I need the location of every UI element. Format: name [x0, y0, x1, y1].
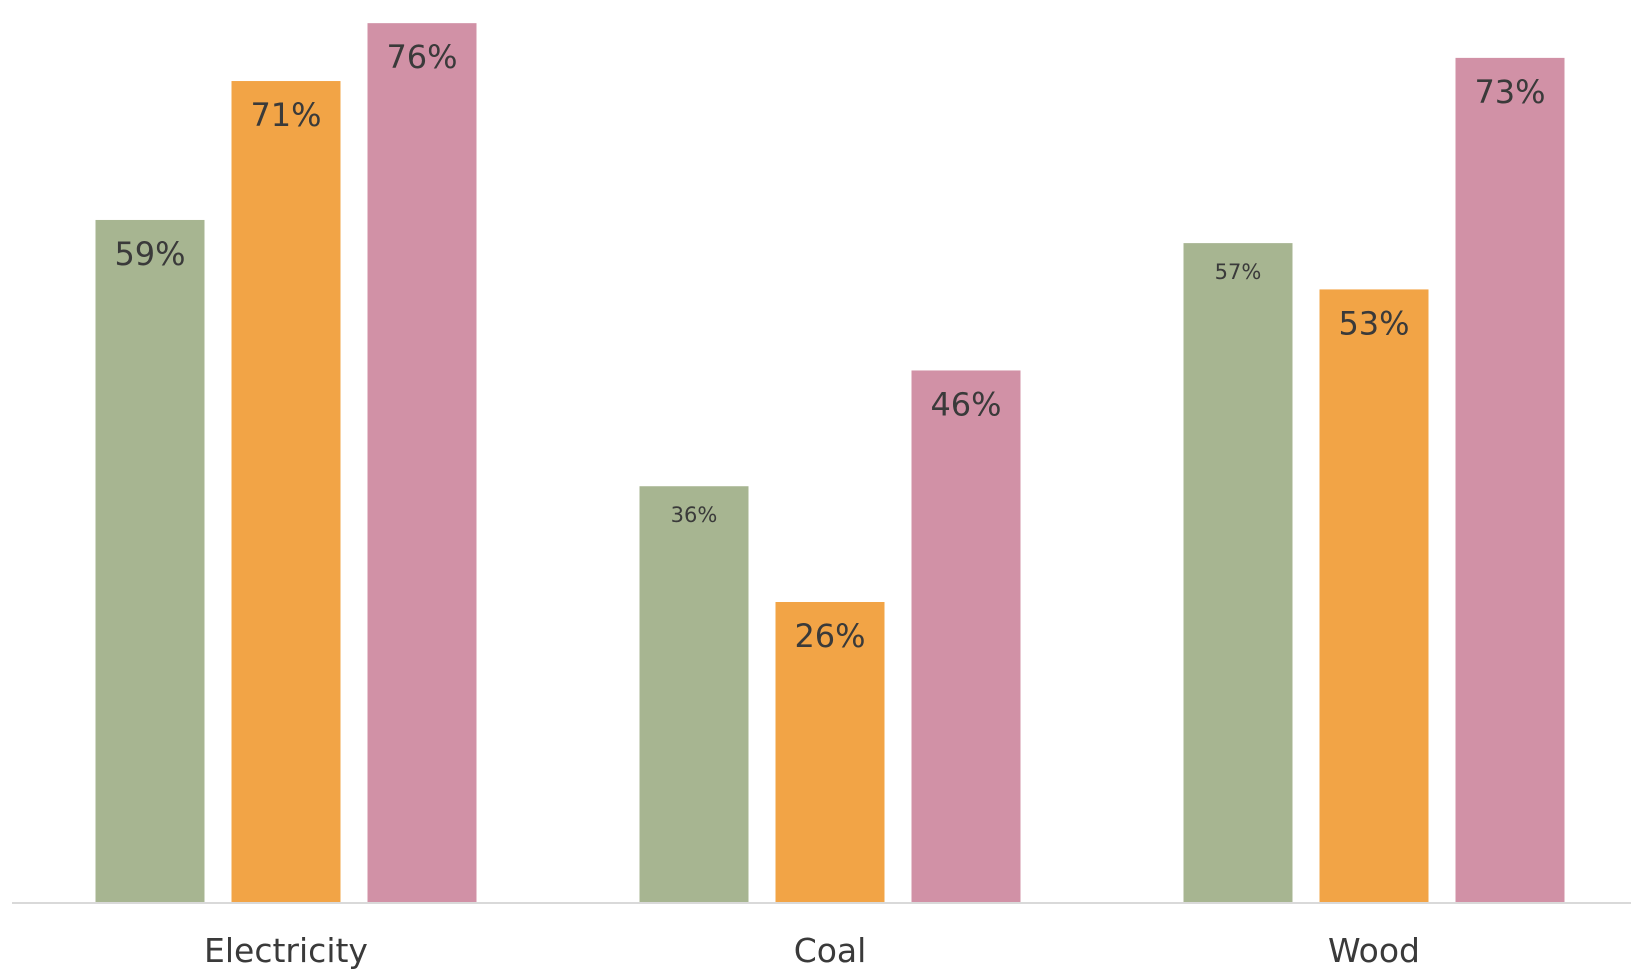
- category-labels-layer: Electricity Coal Wood: [204, 931, 1420, 970]
- data-label-coal-series-2: 26%: [794, 617, 865, 655]
- data-label-wood-series-2: 53%: [1338, 304, 1409, 342]
- bar-coal-series-2: [775, 602, 885, 903]
- data-label-electricity-series-1: 59%: [114, 235, 185, 273]
- category-label-electricity: Electricity: [204, 931, 368, 970]
- category-label-wood: Wood: [1328, 931, 1420, 970]
- bar-electricity-series-1: [95, 219, 205, 903]
- bar-coal-series-3: [911, 370, 1021, 903]
- bar-electricity-series-3: [367, 23, 477, 903]
- bars-layer: [95, 23, 1565, 904]
- data-label-coal-series-1: 36%: [671, 503, 718, 527]
- data-label-wood-series-3: 73%: [1474, 73, 1545, 111]
- bar-electricity-series-2: [231, 81, 341, 904]
- bar-wood-series-3: [1455, 57, 1565, 903]
- data-label-wood-series-1: 57%: [1215, 260, 1262, 284]
- data-label-electricity-series-3: 76%: [386, 38, 457, 76]
- bar-wood-series-2: [1319, 289, 1429, 903]
- data-label-coal-series-3: 46%: [930, 385, 1001, 423]
- bar-coal-series-1: [639, 486, 749, 903]
- data-label-electricity-series-2: 71%: [250, 96, 321, 134]
- category-label-coal: Coal: [794, 931, 867, 970]
- bar-wood-series-1: [1183, 243, 1293, 904]
- data-labels-layer: 59% 71% 76% 36% 26% 46% 57% 53% 73%: [114, 38, 1545, 655]
